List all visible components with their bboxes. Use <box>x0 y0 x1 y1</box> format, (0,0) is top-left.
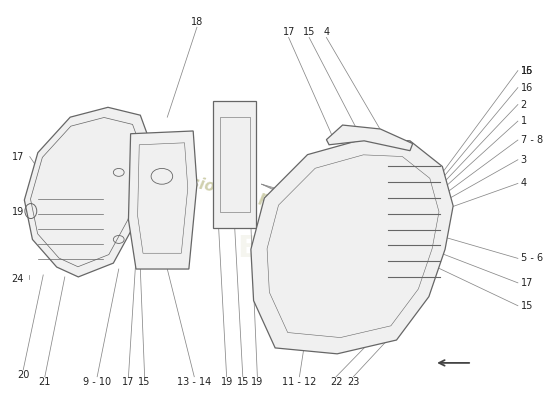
Text: 21: 21 <box>39 377 51 387</box>
Text: 7 - 8: 7 - 8 <box>520 135 543 145</box>
Text: 15: 15 <box>520 66 533 76</box>
Text: 4: 4 <box>520 178 527 188</box>
Text: 19: 19 <box>12 207 24 217</box>
Text: 2: 2 <box>520 100 527 110</box>
Text: 17: 17 <box>283 28 295 38</box>
Text: 17: 17 <box>122 377 135 387</box>
Text: 11 - 12: 11 - 12 <box>282 377 317 387</box>
Text: 3: 3 <box>520 155 527 165</box>
Text: 15: 15 <box>520 301 533 311</box>
Polygon shape <box>326 125 412 151</box>
Text: 23: 23 <box>347 377 360 387</box>
Text: 24: 24 <box>12 274 24 284</box>
Polygon shape <box>129 131 197 269</box>
Text: 15: 15 <box>236 377 249 387</box>
Text: 19: 19 <box>221 377 233 387</box>
Text: 5 - 6: 5 - 6 <box>520 253 543 263</box>
Text: 18: 18 <box>191 17 203 27</box>
Polygon shape <box>251 139 453 354</box>
Text: 4: 4 <box>323 28 329 38</box>
Text: 1: 1 <box>520 116 527 126</box>
Text: 16: 16 <box>520 66 533 76</box>
Text: 22: 22 <box>330 377 342 387</box>
Polygon shape <box>24 107 151 277</box>
Text: 15: 15 <box>303 28 315 38</box>
Text: 17: 17 <box>12 152 24 162</box>
Text: a passion for parts since 1985: a passion for parts since 1985 <box>144 166 401 234</box>
Polygon shape <box>213 101 256 228</box>
Text: 15: 15 <box>139 377 151 387</box>
Text: 9 - 10: 9 - 10 <box>83 377 111 387</box>
Text: 13 - 14: 13 - 14 <box>177 377 211 387</box>
Text: 20: 20 <box>17 370 30 380</box>
Text: TURBOS
BOSS: TURBOS BOSS <box>213 200 353 263</box>
Text: 17: 17 <box>520 278 533 288</box>
Text: 19: 19 <box>251 377 263 387</box>
Text: 16: 16 <box>520 82 533 92</box>
